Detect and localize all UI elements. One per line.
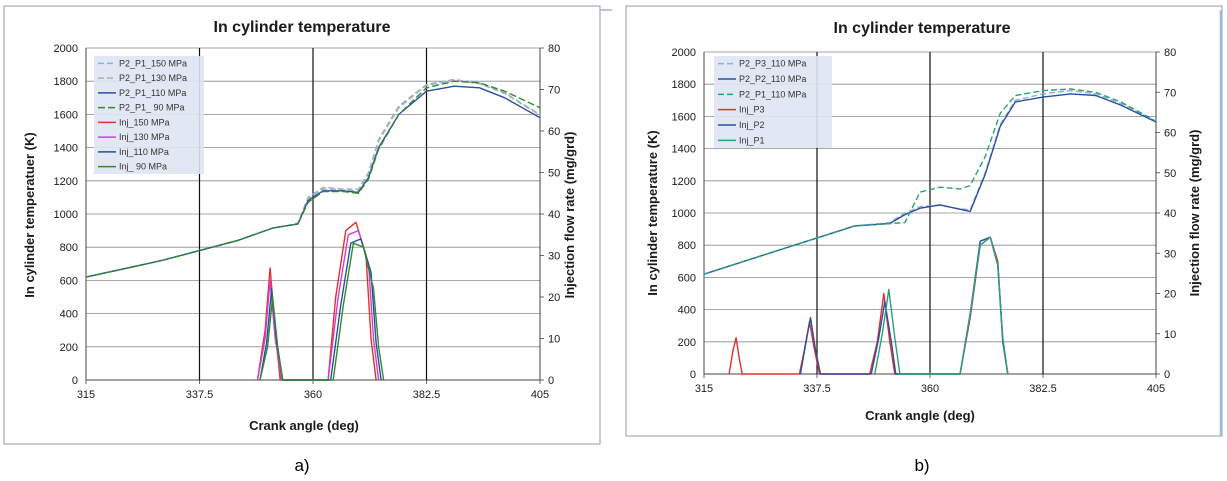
y2-tick-label: 20 <box>1164 289 1176 301</box>
y-tick-label: 0 <box>690 369 696 381</box>
x-tick-label: 405 <box>1147 383 1165 395</box>
y-tick-label: 1400 <box>672 144 696 156</box>
legend-entry: P2_P1_110 MPa <box>119 88 186 98</box>
y-tick-label: 800 <box>60 242 78 254</box>
y-tick-label: 0 <box>72 375 78 387</box>
y2-tick-label: 50 <box>1164 168 1176 180</box>
x-axis-label: Crank angle (deg) <box>249 418 359 433</box>
y2-tick-label: 80 <box>548 43 560 55</box>
series-line <box>85 80 541 278</box>
y-tick-label: 400 <box>60 309 78 321</box>
series-line <box>874 236 1009 375</box>
x-tick-label: 315 <box>695 383 713 395</box>
y2-tick-label: 60 <box>1164 128 1176 140</box>
y-tick-label: 1800 <box>672 79 696 91</box>
legend-entry: Inj_130 MPa <box>119 132 170 142</box>
y-tick-label: 600 <box>678 272 696 284</box>
y2-axis-label: Injection flow rate (mg/grd) <box>1187 130 1202 297</box>
y-tick-label: 600 <box>60 275 78 287</box>
series-line <box>256 221 377 381</box>
y2-tick-label: 30 <box>1164 248 1176 260</box>
x-tick-label: 315 <box>77 389 95 401</box>
x-tick-label: 360 <box>921 383 939 395</box>
y-axis-label: In cylinder temperature (K) <box>645 130 660 295</box>
y-tick-label: 2000 <box>54 43 78 55</box>
x-tick-label: 360 <box>304 389 322 401</box>
y-tick-label: 400 <box>678 305 696 317</box>
panel-a-frame <box>3 5 601 445</box>
y2-tick-label: 50 <box>548 168 560 180</box>
series-line <box>85 78 541 278</box>
y-tick-label: 1600 <box>54 109 78 121</box>
y-tick-label: 1000 <box>672 208 696 220</box>
y2-axis-label: Injection flow rate (mg/grd) <box>562 132 577 299</box>
legend-entry: Inj_P3 <box>739 105 765 115</box>
y-tick-label: 1400 <box>54 143 78 155</box>
chart-title: In cylinder temperature <box>834 20 1011 37</box>
chart-title: In cylinder temperature <box>214 19 391 36</box>
y2-tick-label: 40 <box>548 209 560 221</box>
legend-entry: P2_P1_130 MPa <box>119 73 187 83</box>
legend-entry: P2_P1_ 90 MPa <box>119 103 185 113</box>
series-line <box>256 229 380 381</box>
subfigure-label-b: b) <box>914 456 929 475</box>
y2-tick-label: 30 <box>548 251 560 263</box>
y-tick-label: 800 <box>678 240 696 252</box>
y2-tick-label: 10 <box>548 334 560 346</box>
subfigure-label-a: a) <box>294 456 309 475</box>
legend-entry: Inj_150 MPa <box>119 117 170 127</box>
y2-tick-label: 40 <box>1164 208 1176 220</box>
legend-entry: Inj_P1 <box>739 135 765 145</box>
y2-tick-label: 70 <box>1164 87 1176 99</box>
y-tick-label: 1600 <box>672 111 696 123</box>
y-tick-label: 1200 <box>54 176 78 188</box>
legend-entry: P2_P1_110 MPa <box>739 89 806 99</box>
y-axis-label: In cylinder temperatuer (K) <box>22 132 37 297</box>
legend: P2_P3_110 MPa P2_P2_110 MPa P2_P1_110 MPa I… <box>714 56 832 148</box>
x-tick-label: 382.5 <box>413 389 441 401</box>
x-tick-label: 337.5 <box>803 383 831 395</box>
panel-a: In cylinder temperature Crank angle (deg… <box>3 5 612 445</box>
legend-entry: P2_P3_110 MPa <box>739 59 806 69</box>
panel-b: In cylinder temperature Crank angle (deg… <box>625 5 1223 437</box>
y2-tick-label: 80 <box>1164 47 1176 59</box>
x-axis-label: Crank angle (deg) <box>865 408 975 423</box>
legend-entry: Inj_P2 <box>739 120 765 130</box>
legend: P2_P1_150 MPa P2_P1_130 MPa P2_P1_110 MPa P… <box>94 56 204 174</box>
y-tick-label: 1000 <box>54 209 78 221</box>
legend-entry: Inj_ 90 MPa <box>119 162 167 172</box>
y2-tick-label: 10 <box>1164 329 1176 341</box>
x-tick-label: 405 <box>531 389 549 401</box>
y2-tick-label: 0 <box>548 375 554 387</box>
x-tick-label: 382.5 <box>1029 383 1057 395</box>
y2-tick-label: 0 <box>1164 369 1170 381</box>
y2-tick-label: 20 <box>548 292 560 304</box>
y2-tick-label: 70 <box>548 85 560 97</box>
y-tick-label: 200 <box>678 337 696 349</box>
legend-entry: P2_P2_110 MPa <box>739 74 806 84</box>
legend-box <box>714 56 832 148</box>
series-line <box>703 88 1157 275</box>
y-tick-label: 2000 <box>672 47 696 59</box>
legend-entry: P2_P1_150 MPa <box>119 58 187 68</box>
y-tick-label: 1200 <box>672 176 696 188</box>
series-line <box>259 242 385 381</box>
y-tick-label: 200 <box>60 342 78 354</box>
plot-area: 0 200 400 600 800 1000 1200 1400 1600 1800 2000 0 10… <box>54 43 561 401</box>
legend-box <box>94 56 204 174</box>
x-tick-label: 337.5 <box>186 389 214 401</box>
y-tick-label: 1800 <box>54 76 78 88</box>
y2-tick-label: 60 <box>548 126 560 138</box>
legend-entry: Inj_110 MPa <box>119 147 169 157</box>
